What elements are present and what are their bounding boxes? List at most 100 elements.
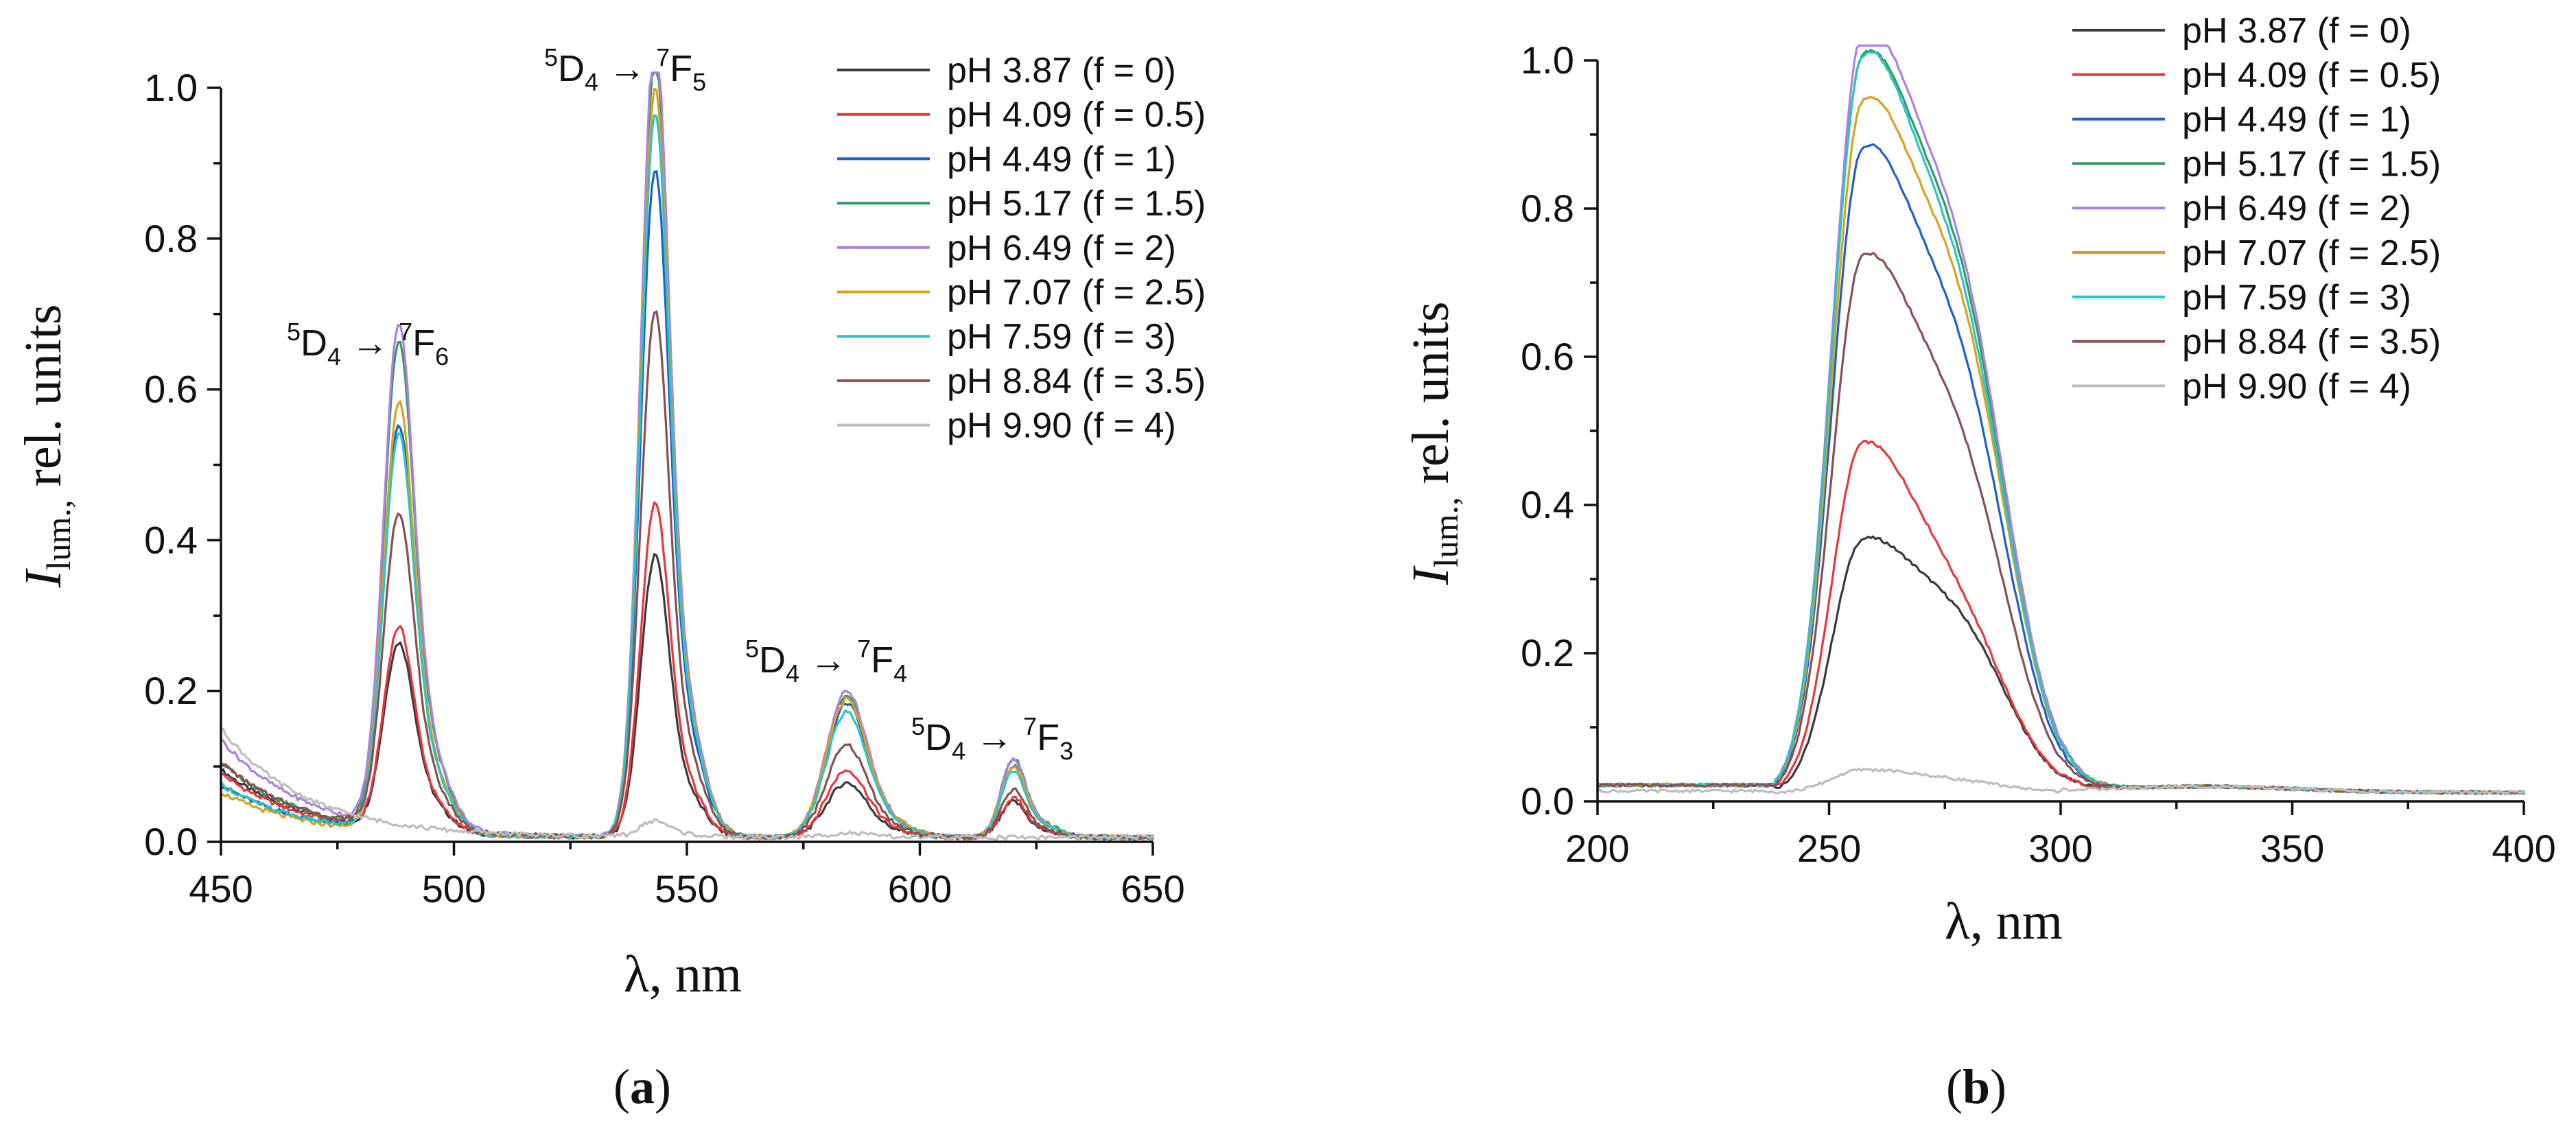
- series-line-a: [220, 71, 1154, 841]
- annotation-part: 3: [1059, 737, 1073, 765]
- axes-b: 200 250 300 350 400 0.0 0.2 0.4 0.6 0.8 1.0: [1521, 38, 2556, 870]
- legend-label-a: pH 7.59 (f = 3): [947, 317, 1176, 357]
- annotation-part: F: [412, 322, 435, 364]
- legend-a: pH 3.87 (f = 0)pH 4.09 (f = 0.5)pH 4.49 …: [837, 51, 1206, 446]
- y-tick-label-b: 0.8: [1521, 187, 1574, 230]
- transition-annotation: 5D4 → 7F4: [745, 635, 907, 687]
- legend-label-b: pH 4.09 (f = 0.5): [2182, 56, 2441, 95]
- x-tick-label-a: 500: [422, 867, 486, 910]
- annotation-part: D: [301, 322, 327, 364]
- annotation-part: D: [925, 717, 952, 758]
- x-tick-label-a: 550: [655, 867, 718, 910]
- x-axis-title-a: λ, nm: [624, 945, 742, 1003]
- annotation-part: 5: [287, 318, 301, 346]
- annotation-part: 7: [399, 318, 412, 346]
- legend-label-a: pH 4.09 (f = 0.5): [947, 95, 1206, 135]
- legend-label-b: pH 4.49 (f = 1): [2182, 100, 2411, 140]
- y-tick-label-a: 0.2: [144, 669, 198, 712]
- annotation-part: 4: [786, 659, 799, 687]
- annotation-part: 5: [692, 68, 706, 96]
- x-tick-label-b: 200: [1565, 827, 1629, 870]
- y-tick-label-a: 0.0: [144, 820, 198, 863]
- legend-label-a: pH 6.49 (f = 2): [947, 228, 1176, 268]
- x-tick-label-b: 250: [1797, 827, 1861, 870]
- y-tick-label-b: 0.2: [1521, 631, 1574, 674]
- panel-label-b-open: (: [1946, 1059, 1963, 1114]
- legend-b: pH 3.87 (f = 0) pH 4.09 (f = 0.5) pH 4.49 …: [2072, 11, 2441, 406]
- y-axis-title-a: Ilum., rel. units: [14, 304, 78, 588]
- annotation-part: D: [759, 639, 786, 681]
- series-lines-a: [220, 71, 1154, 841]
- series-line-a: [220, 310, 1154, 841]
- x-tick-label-b: 400: [2492, 827, 2555, 870]
- series-line-a: [220, 501, 1154, 840]
- annotation-part: 5: [911, 712, 925, 740]
- panel-label-a-letter: a: [630, 1059, 655, 1114]
- x-tick-label-b: 350: [2260, 827, 2324, 870]
- annotation-part: F: [670, 48, 692, 89]
- panel-label-b-close: ): [1990, 1059, 2006, 1114]
- annotation-part: →: [341, 322, 399, 364]
- legend-label-a: pH 8.84 (f = 3.5): [947, 362, 1206, 401]
- series-lines-b: [1596, 44, 2525, 795]
- y-axis-title-a-italic: I: [14, 568, 72, 589]
- annotation-part: →: [598, 48, 656, 89]
- annotation-part: 7: [857, 635, 871, 663]
- y-axis-title-a-sub: lum.,: [39, 499, 78, 570]
- chart-panel-a: 450 500 550 600 650 0.0 0.2 0.4 0.6 0.8 1.0 5D4 → …: [14, 43, 1206, 1114]
- transition-annotation: 5D4 → 7F3: [911, 712, 1073, 765]
- x-tick-label-a: 600: [888, 867, 952, 910]
- annotation-part: 6: [435, 342, 449, 370]
- annotation-part: 7: [1023, 712, 1037, 740]
- panel-label-b: (b): [1946, 1059, 2006, 1114]
- y-tick-label-b: 0.4: [1521, 483, 1574, 526]
- y-axis-title-b-italic: I: [1402, 565, 1460, 586]
- panel-label-a-close: ): [655, 1059, 671, 1114]
- legend-label-b: pH 3.87 (f = 0): [2182, 11, 2411, 51]
- legend-label-a: pH 3.87 (f = 0): [947, 51, 1176, 91]
- annotation-part: 5: [745, 635, 759, 663]
- legend-label-a: pH 4.49 (f = 1): [947, 139, 1176, 179]
- legend-label-b: pH 7.59 (f = 3): [2182, 278, 2411, 318]
- annotation-part: →: [799, 639, 857, 681]
- legend-label-a: pH 7.07 (f = 2.5): [947, 273, 1206, 313]
- annotation-part: D: [558, 48, 585, 89]
- y-axis-title-b-sub: lum.,: [1427, 497, 1465, 567]
- y-tick-label-b: 1.0: [1521, 38, 1574, 82]
- y-tick-label-a: 1.0: [144, 66, 198, 109]
- chart-panel-b: 200 250 300 350 400 0.0 0.2 0.4 0.6 0.8 1.0 pH 3.8…: [1402, 11, 2556, 1114]
- annotation-part: F: [1037, 717, 1059, 758]
- annotation-part: →: [965, 717, 1023, 758]
- panel-label-a-open: (: [613, 1059, 630, 1114]
- annotation-part: 7: [656, 43, 670, 71]
- panel-label-b-letter: b: [1963, 1059, 1990, 1114]
- y-tick-label-a: 0.4: [144, 518, 198, 561]
- annotation-part: 4: [585, 68, 598, 96]
- transition-annotation: 5D4 → 7F6: [287, 318, 449, 370]
- series-line-b: [1596, 767, 2525, 795]
- series-line-a: [220, 114, 1154, 841]
- series-line-a: [220, 727, 1154, 841]
- y-tick-label-b: 0.0: [1521, 779, 1574, 823]
- panel-label-a: (a): [613, 1059, 671, 1114]
- axes-a: 450 500 550 600 650 0.0 0.2 0.4 0.6 0.8 1.0: [144, 66, 1185, 910]
- legend-label-a: pH 5.17 (f = 1.5): [947, 184, 1206, 224]
- x-tick-label-a: 450: [189, 867, 253, 910]
- legend-label-b: pH 6.49 (f = 2): [2182, 189, 2411, 228]
- y-tick-label-a: 0.8: [144, 217, 198, 260]
- x-tick-label-b: 300: [2028, 827, 2092, 870]
- legend-label-b: pH 8.84 (f = 3.5): [2182, 322, 2441, 362]
- x-tick-label-a: 650: [1121, 867, 1184, 910]
- legend-label-a: pH 9.90 (f = 4): [947, 406, 1176, 446]
- legend-label-b: pH 9.90 (f = 4): [2182, 366, 2411, 406]
- y-tick-label-b: 0.6: [1521, 335, 1574, 378]
- annotation-part: 4: [952, 737, 965, 765]
- annotation-part: F: [871, 639, 893, 681]
- legend-label-b: pH 5.17 (f = 1.5): [2182, 144, 2441, 184]
- y-axis-title-b-rest: rel. units: [1402, 301, 1460, 497]
- x-axis-title-b: λ, nm: [1945, 893, 2063, 950]
- legend-label-b: pH 7.07 (f = 2.5): [2182, 233, 2441, 273]
- transition-annotation: 5D4 → 7F5: [544, 43, 706, 96]
